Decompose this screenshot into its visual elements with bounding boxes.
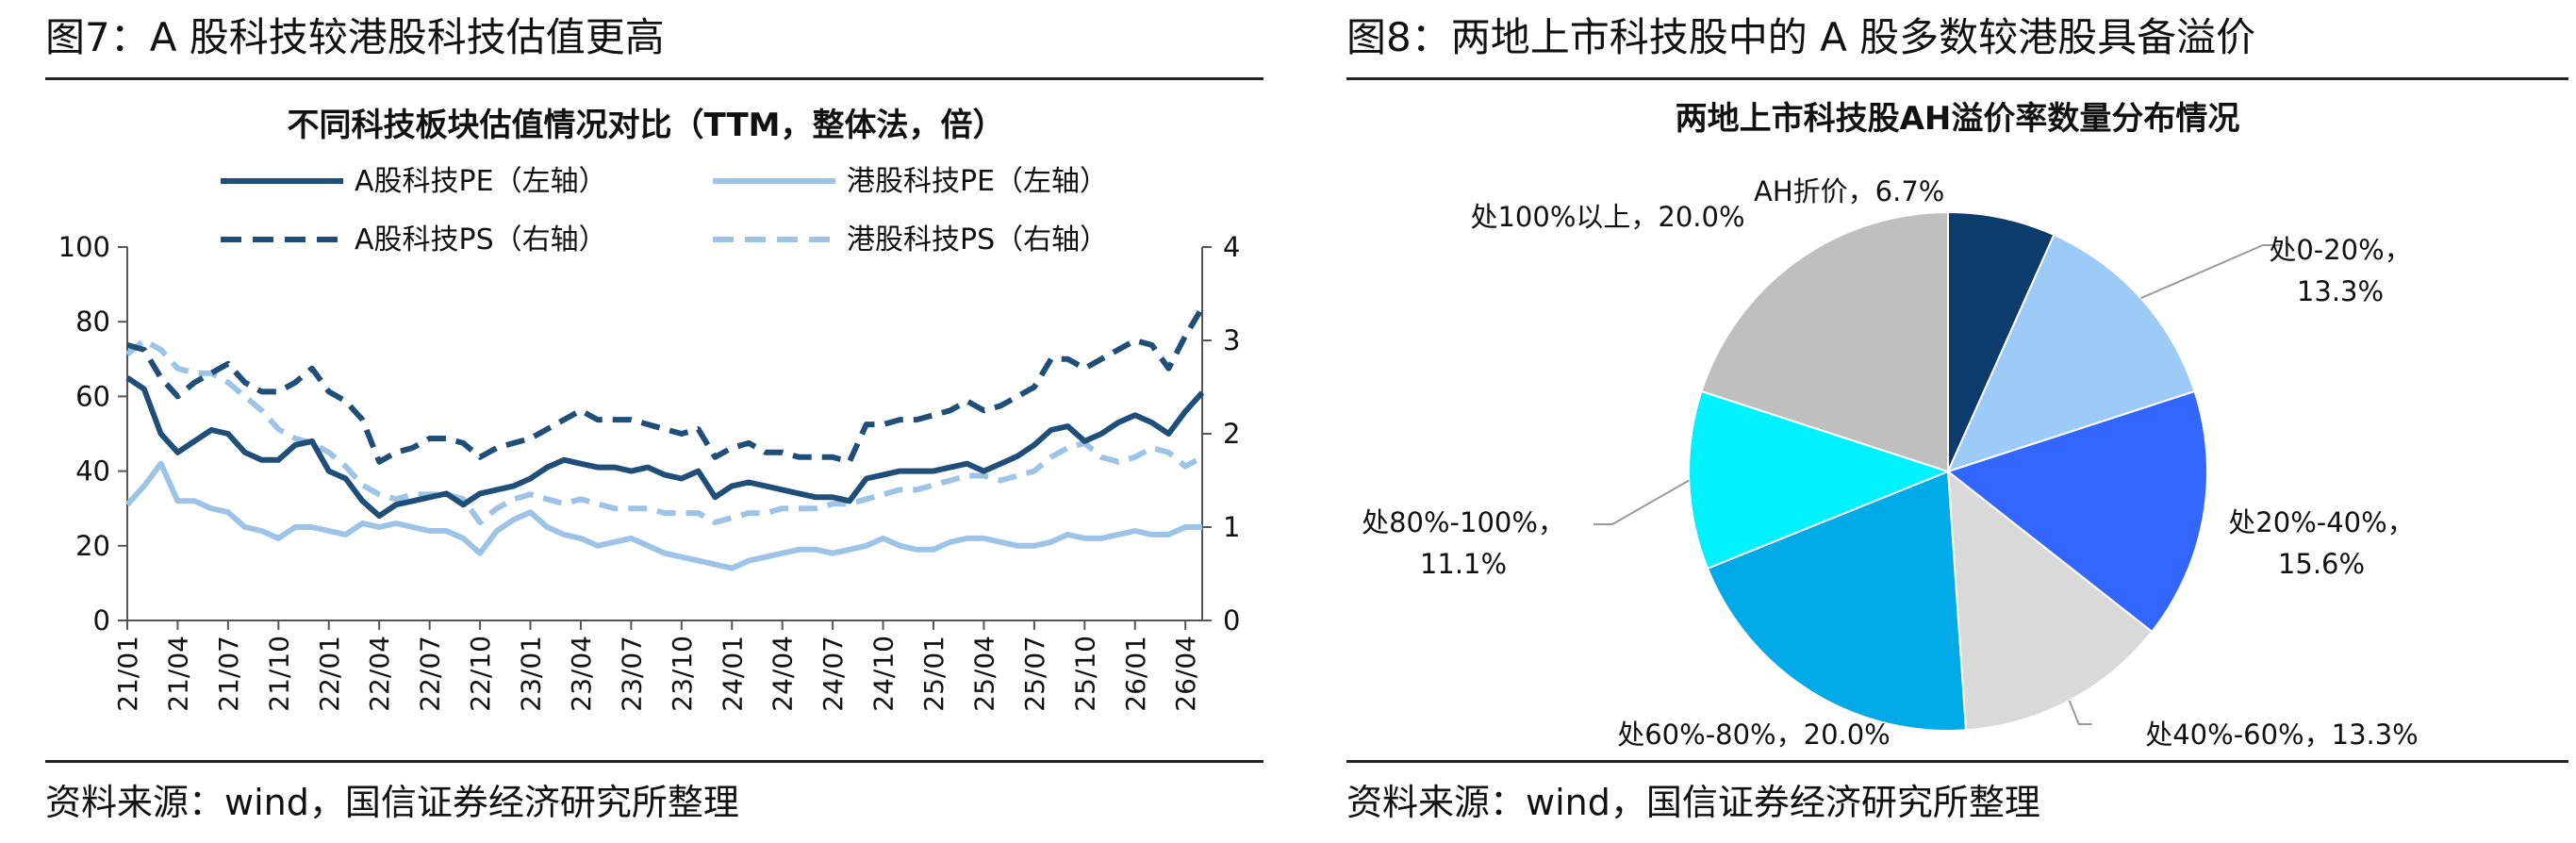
y-left-tick-label: 40 xyxy=(75,455,110,488)
y-right-tick-label: 0 xyxy=(1223,604,1240,636)
y-left-tick-label: 20 xyxy=(75,530,110,562)
x-tick-label: 22/04 xyxy=(364,636,395,712)
pie-slice-label: 11.1% xyxy=(1420,548,1507,580)
x-tick-label: 24/04 xyxy=(768,636,799,712)
pie-slice-label: 13.3% xyxy=(2297,275,2384,307)
x-tick-label: 22/01 xyxy=(314,636,345,712)
x-tick-label: 25/01 xyxy=(918,636,949,712)
pie-slice-label: AH折价，6.7% xyxy=(1754,175,1944,207)
pie-slice-label: 处20%-40%， xyxy=(2228,506,2414,538)
y-left-tick-label: 100 xyxy=(58,231,110,263)
pie-slice xyxy=(1946,233,2196,473)
y-left-tick-label: 80 xyxy=(75,306,110,338)
pie-title: 两地上市科技股AH溢价率数量分布情况 xyxy=(1676,100,2240,138)
x-tick-label: 22/07 xyxy=(415,636,446,712)
x-tick-label: 21/07 xyxy=(213,636,244,712)
x-tick-label: 24/07 xyxy=(817,636,849,712)
pie-slice-label: 处40%-60%，13.3% xyxy=(2145,719,2419,751)
x-tick-label: 26/01 xyxy=(1120,636,1151,712)
pie-slice-label: 处100%以上，20.0% xyxy=(1470,201,1744,233)
x-tick-label: 22/10 xyxy=(465,636,496,712)
figure-7-panel: 图7：A 股科技较港股科技估值更高 不同科技板块估值情况对比（TTM，整体法，倍… xyxy=(45,14,1263,823)
x-tick-label: 25/04 xyxy=(968,636,999,712)
x-tick-label: 23/07 xyxy=(616,636,647,712)
valuation-line-chart: 不同科技板块估值情况对比（TTM，整体法，倍） A股科技PE（左轴） 港股科技PE（… xyxy=(58,107,1241,712)
x-tick-label: 23/01 xyxy=(516,636,547,712)
figure-7-source: 资料来源：wind，国信证券经济研究所整理 xyxy=(45,782,739,823)
x-tick-label: 24/01 xyxy=(717,636,748,712)
legend-label: A股科技PS（右轴） xyxy=(355,223,607,256)
figure-7-title: 图7：A 股科技较港股科技估值更高 xyxy=(45,14,665,60)
pie-slice xyxy=(1706,470,1968,732)
pie-slice-label: 处60%-80%，20.0% xyxy=(1617,719,1891,751)
legend-label: 港股科技PS（右轴） xyxy=(847,223,1108,256)
series-line xyxy=(125,338,1204,525)
y-right-tick-label: 1 xyxy=(1223,511,1240,543)
pie-slice xyxy=(1688,389,1951,570)
chart-title: 不同科技板块估值情况对比（TTM，整体法，倍） xyxy=(288,107,1005,144)
x-tick-label: 21/04 xyxy=(162,636,193,712)
figure-8-source: 资料来源：wind，国信证券经济研究所整理 xyxy=(1346,782,2040,823)
figure-8-bottom-rule xyxy=(1346,760,2568,763)
figure-7-top-rule xyxy=(45,77,1263,80)
pie-leader-line xyxy=(2068,700,2092,725)
legend-label: 港股科技PE（左轴） xyxy=(847,165,1108,198)
pie-slice xyxy=(1946,469,2154,732)
pie-slice-label: 处0-20%， xyxy=(2269,234,2411,266)
x-tick-label: 23/04 xyxy=(566,636,597,712)
figure-7-bottom-rule xyxy=(45,760,1263,763)
x-tick-label: 21/10 xyxy=(263,636,294,712)
figure-8-panel: 图8：两地上市科技股中的 A 股多数较港股具备溢价 两地上市科技股AH溢价率数量… xyxy=(1339,0,2576,843)
figure-8-top-rule xyxy=(1346,77,2568,80)
pie-leader-line xyxy=(2140,244,2282,300)
x-tick-label: 24/10 xyxy=(868,636,900,712)
pie-slice xyxy=(1947,210,2056,472)
x-tick-label: 21/01 xyxy=(112,636,143,712)
ah-premium-pie-chart: 两地上市科技股AH溢价率数量分布情况 AH折价，6.7% 处0-20%， 13.3% 处… xyxy=(1362,100,2419,751)
legend-label: A股科技PE（左轴） xyxy=(355,165,607,198)
pie-slice xyxy=(1700,210,1949,473)
y-right-tick-label: 2 xyxy=(1223,418,1240,450)
pie-slice-label: 15.6% xyxy=(2278,548,2365,580)
figure-8-title: 图8：两地上市科技股中的 A 股多数较港股具备溢价 xyxy=(1346,14,2256,60)
x-tick-label: 25/10 xyxy=(1069,636,1100,712)
y-left-tick-label: 60 xyxy=(75,380,110,412)
y-right-tick-label: 3 xyxy=(1223,324,1240,356)
pie-slice-label: 处80%-100%， xyxy=(1362,506,1565,538)
x-tick-label: 26/04 xyxy=(1170,636,1201,712)
y-left-tick-label: 0 xyxy=(93,604,110,636)
series-line xyxy=(125,375,1205,520)
series-line xyxy=(124,460,1202,571)
y-right-tick-label: 4 xyxy=(1223,231,1240,263)
x-tick-label: 25/07 xyxy=(1019,636,1050,712)
x-tick-label: 23/10 xyxy=(667,636,698,712)
pie-leader-line xyxy=(1593,479,1690,525)
series-line xyxy=(126,306,1205,465)
pie-slice xyxy=(1945,389,2208,634)
